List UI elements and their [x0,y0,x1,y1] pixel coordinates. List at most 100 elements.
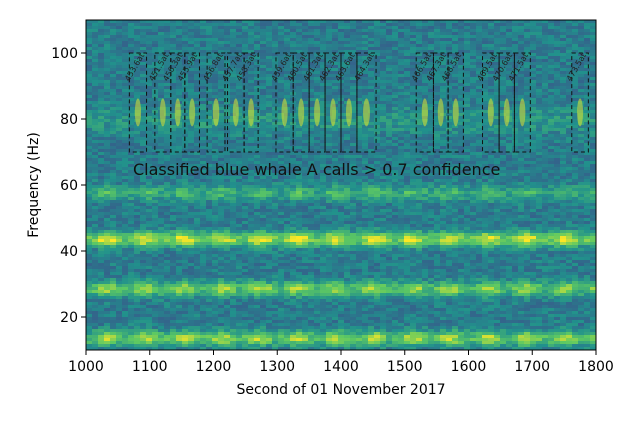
spectrogram-cell [260,302,267,306]
spectrogram-cell [260,329,267,333]
spectrogram-cell [206,260,213,264]
spectrogram-cell [86,227,93,231]
spectrogram-cell [320,212,327,216]
spectrogram-cell [170,83,177,87]
spectrogram-cell [272,299,279,303]
spectrogram-cell [332,41,339,45]
spectrogram-cell [290,302,297,306]
spectrogram-cell [98,83,105,87]
spectrogram-cell [188,176,195,180]
spectrogram-cell [128,329,135,333]
spectrogram-cell [248,167,255,171]
spectrogram-cell [122,110,129,114]
spectrogram-cell [98,38,105,42]
spectrogram-cell [236,194,243,198]
spectrogram-cell [260,275,267,279]
spectrogram-cell [176,125,183,129]
spectrogram-cell [200,134,207,138]
spectrogram-cell [332,320,339,324]
spectrogram-cell [308,140,315,144]
spectrogram-cell [188,140,195,144]
spectrogram-cell [170,320,177,324]
spectrogram-cell [140,68,147,72]
spectrogram-cell [98,158,105,162]
spectrogram-cell [158,95,165,99]
spectrogram-cell [182,236,189,240]
spectrogram-cell [170,101,177,105]
spectrogram-cell [200,20,207,24]
spectrogram-cell [212,263,219,267]
spectrogram-cell [314,320,321,324]
spectrogram-cell [110,47,117,51]
spectrogram-cell [224,290,231,294]
spectrogram-cell [290,35,297,39]
spectrogram-cell [170,170,177,174]
spectrogram-cell [200,212,207,216]
spectrogram-cell [134,65,141,69]
spectrogram-cell [194,338,201,342]
spectrogram-cell [260,80,267,84]
spectrogram-cell [122,188,129,192]
spectrogram-cell [350,29,357,33]
spectrogram-cell [152,263,159,267]
spectrogram-cell [236,281,243,285]
spectrogram-cell [206,236,213,240]
spectrogram-cell [200,95,207,99]
spectrogram-cell [230,62,237,66]
spectrogram-cell [194,29,201,33]
spectrogram-cell [254,20,261,24]
spectrogram-cell [128,188,135,192]
spectrogram-cell [350,290,357,294]
spectrogram-cell [164,23,171,27]
spectrogram-cell [242,152,249,156]
spectrogram-cell [164,137,171,141]
spectrogram-cell [344,233,351,237]
spectrogram-cell [344,185,351,189]
spectrogram-cell [134,293,141,297]
spectrogram-cell [296,236,303,240]
spectrogram-cell [308,200,315,204]
spectrogram-cell [260,53,267,57]
spectrogram-cell [314,83,321,87]
spectrogram-cell [338,167,345,171]
spectrogram-cell [296,41,303,45]
spectrogram-cell [170,305,177,309]
spectrogram-cell [98,248,105,252]
spectrogram-cell [230,176,237,180]
spectrogram-cell [170,29,177,33]
spectrogram-cell [314,308,321,312]
spectrogram-cell [272,194,279,198]
spectrogram-cell [284,101,291,105]
spectrogram-cell [122,149,129,153]
spectrogram-cell [92,296,99,300]
spectrogram-cell [314,20,321,24]
spectrogram-cell [140,338,147,342]
spectrogram-cell [152,47,159,51]
spectrogram-cell [272,230,279,234]
spectrogram-cell [206,44,213,48]
spectrogram-cell [86,236,93,240]
spectrogram-cell [194,188,201,192]
spectrogram-cell [98,134,105,138]
spectrogram-cell [140,149,147,153]
spectrogram-cell [254,209,261,213]
spectrogram-cell [182,32,189,36]
spectrogram-cell [326,155,333,159]
spectrogram-cell [86,71,93,75]
spectrogram-cell [350,302,357,306]
spectrogram-cell [356,119,363,123]
spectrogram-cell [146,221,153,225]
spectrogram-cell [188,74,195,78]
spectrogram-cell [350,176,357,180]
spectrogram-cell [146,86,153,90]
spectrogram-cell [314,203,321,207]
spectrogram-cell [212,296,219,300]
spectrogram-cell [350,218,357,222]
spectrogram-cell [284,50,291,54]
spectrogram-cell [98,164,105,168]
spectrogram-cell [302,233,309,237]
spectrogram-cell [128,200,135,204]
spectrogram-cell [248,338,255,342]
spectrogram-cell [338,293,345,297]
spectrogram-cell [218,335,225,339]
